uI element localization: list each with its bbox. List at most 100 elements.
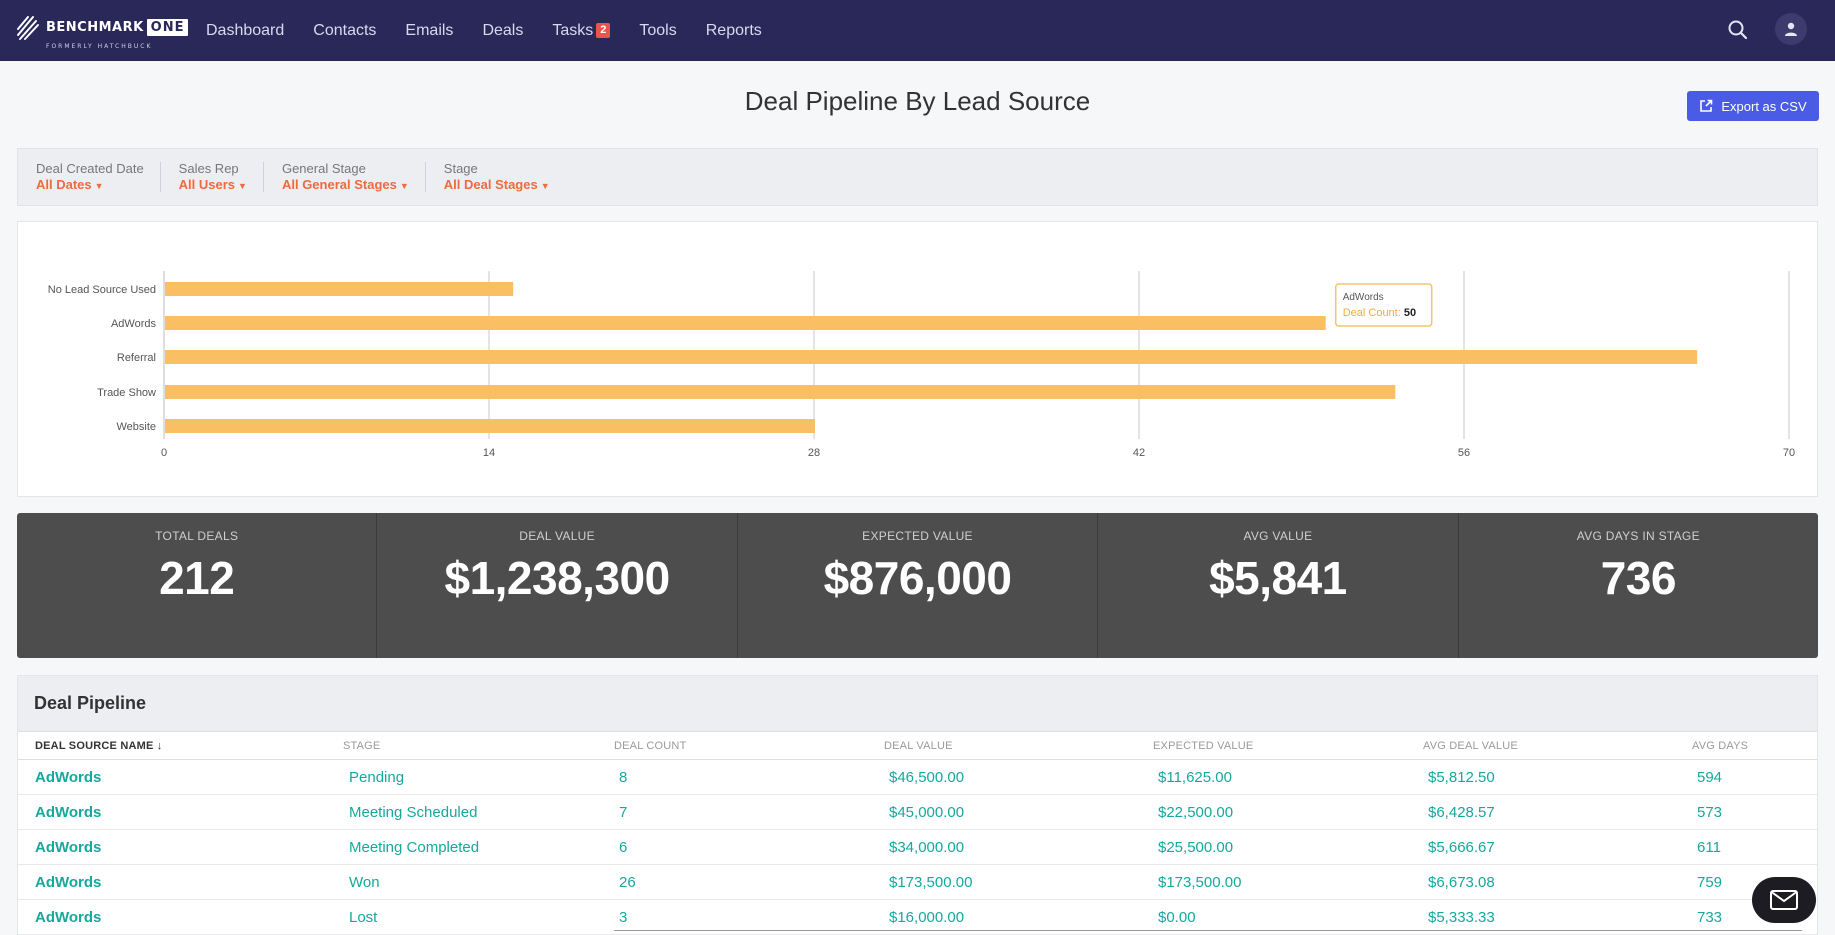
summary-stats: TOTAL DEALS 212 DEAL VALUE $1,238,300 EX… [17,513,1818,658]
filter-sales-rep: Sales Rep All Users ▼ [161,160,264,192]
column-header-deal-source-name[interactable]: DEAL SOURCE NAME ↓ [35,740,163,752]
cell-avg-days: 733 [1697,909,1723,926]
cell-expected-value: $22,500.00 [1158,804,1234,821]
filter-general-stage: General Stage All General Stages ▼ [264,160,426,192]
cell-deal-value: $173,500.00 [889,874,973,891]
table-row[interactable]: AdWords Pending 8 $46,500.00 $11,625.00 $5,81… [18,760,1817,795]
cell-deal-source[interactable]: AdWords [35,839,102,856]
category-label: AdWords [111,318,157,330]
chart-tooltip [1334,283,1433,327]
caret-down-icon: ▼ [540,180,550,191]
cell-deal-value: $45,000.00 [889,804,965,821]
caret-down-icon: ▼ [399,180,409,191]
column-header-stage[interactable]: STAGE [343,740,381,752]
nav-reports[interactable]: Reports [705,21,762,39]
table-row[interactable]: AdWords Meeting Completed 6 $34,000.00 $25,5… [18,830,1817,865]
export-csv-label: Export as CSV [1721,98,1807,114]
stat-value: 736 [1600,552,1677,604]
export-icon [1700,99,1713,112]
cell-deal-value: $16,000.00 [889,909,965,926]
export-csv-button[interactable]: Export as CSV [1687,91,1819,121]
cell-expected-value: $173,500.00 [1158,874,1242,891]
stat-avg-value: AVG VALUE $5,841 [1098,513,1459,658]
nav-dashboard[interactable]: Dashboard [206,21,285,39]
brand-tagline: FORMERLY HATCHBUCK [46,43,153,50]
caret-down-icon: ▼ [94,180,104,191]
nav-deals[interactable]: Deals [482,21,524,39]
cell-avg-deal-value: $5,666.67 [1428,839,1495,856]
bar-referral[interactable] [165,350,1698,364]
cell-expected-value: $11,625.00 [1158,769,1232,786]
filter-dropdown-dates[interactable]: All Dates ▼ [36,176,104,192]
column-header-expected-value[interactable]: EXPECTED VALUE [1153,740,1254,752]
horizontal-scrollbar[interactable] [614,930,1802,931]
cell-deal-source[interactable]: AdWords [35,909,102,926]
cell-deal-value: $46,500.00 [889,769,965,786]
brand-name-box: ONE [146,19,189,36]
bar-website[interactable] [165,419,815,433]
benchmark-one-logo[interactable]: BENCHMARK ONE FORMERLY HATCHBUCK [16,11,189,51]
bar-trade-show[interactable] [165,385,1396,399]
table-title: Deal Pipeline [18,676,1817,731]
x-tick-label: 0 [161,447,167,459]
cell-expected-value: $0.00 [1158,909,1196,926]
stat-label: AVG DAYS IN STAGE [1576,529,1700,543]
stat-label: DEAL VALUE [519,529,595,543]
filter-label: Sales Rep [178,160,239,176]
stat-value: $1,238,300 [444,552,670,604]
nav-tasks[interactable]: Tasks 2 [552,22,611,40]
table-body: AdWords Pending 8 $46,500.00 $11,625.00 $5,81… [18,760,1817,935]
column-header-deal-value[interactable]: DEAL VALUE [884,740,953,752]
cell-stage: Meeting Scheduled [349,804,478,821]
table-row[interactable]: AdWords Meeting Scheduled 7 $45,000.00 $22,5… [18,795,1817,830]
tooltip-colon: : [1398,307,1404,319]
nav-emails[interactable]: Emails [405,21,454,39]
stat-total-deals: TOTAL DEALS 212 [17,513,378,658]
filter-deal-created-date: Deal Created Date All Dates ▼ [18,160,161,192]
tooltip-value: 50 [1404,307,1416,319]
filter-label: General Stage [281,160,366,176]
search-icon[interactable] [1726,18,1750,42]
top-navbar: BENCHMARK ONE FORMERLY HATCHBUCK Dashboa… [0,0,1835,61]
cell-avg-days: 611 [1697,839,1721,856]
stat-avg-days-in-stage: AVG DAYS IN STAGE 736 [1459,513,1818,658]
cell-deal-source[interactable]: AdWords [35,804,102,821]
deal-pipeline-table-card: Deal Pipeline DEAL SOURCE NAME ↓ STAGE D… [17,675,1818,935]
filter-dropdown-general-stages[interactable]: All General Stages ▼ [281,176,409,192]
filter-label: Deal Created Date [36,160,144,176]
lead-source-chart-card: 0 14 28 42 56 70 No Lead Source Used AdWords Ref… [17,221,1818,497]
cell-deal-count: 7 [619,804,628,821]
tooltip-series-name: Deal Count [1343,307,1398,319]
cell-stage: Meeting Completed [349,839,480,856]
stat-value: $5,841 [1209,552,1347,604]
stat-label: AVG VALUE [1243,529,1313,543]
bar-adwords[interactable] [165,316,1326,330]
x-tick-label: 14 [483,447,495,459]
table-row[interactable]: AdWords Won 26 $173,500.00 $173,500.00 $6,673… [18,865,1817,900]
bar-no-lead-source-used[interactable] [165,282,514,296]
filter-dropdown-deal-stages[interactable]: All Deal Stages ▼ [443,176,550,192]
mail-button[interactable] [1752,877,1816,923]
cell-deal-source[interactable]: AdWords [35,874,102,891]
cell-deal-source[interactable]: AdWords [35,769,102,786]
nav-tools[interactable]: Tools [639,21,677,39]
user-avatar[interactable] [1775,13,1807,45]
column-header-avg-deal-value[interactable]: AVG DEAL VALUE [1423,740,1518,752]
cell-avg-deal-value: $5,333.33 [1428,909,1495,926]
column-header-avg-days[interactable]: AVG DAYS [1692,740,1749,752]
column-header-deal-count[interactable]: DEAL COUNT [614,740,687,752]
stat-value: $876,000 [823,552,1012,604]
cell-avg-deal-value: $6,428.57 [1428,804,1495,821]
category-label: Referral [117,352,156,364]
brand-name: BENCHMARK [46,20,144,35]
user-icon [1785,22,1797,36]
cell-avg-days: 759 [1697,874,1723,891]
stat-label: EXPECTED VALUE [862,529,973,543]
logo-stripes-icon [17,16,39,40]
page-title: Deal Pipeline By Lead Source [744,86,1091,116]
tasks-count-badge: 2 [596,23,611,38]
x-tick-label: 28 [808,447,820,459]
filter-dropdown-users[interactable]: All Users ▼ [178,176,247,192]
nav-contacts[interactable]: Contacts [313,21,377,39]
mail-icon [1770,890,1798,910]
